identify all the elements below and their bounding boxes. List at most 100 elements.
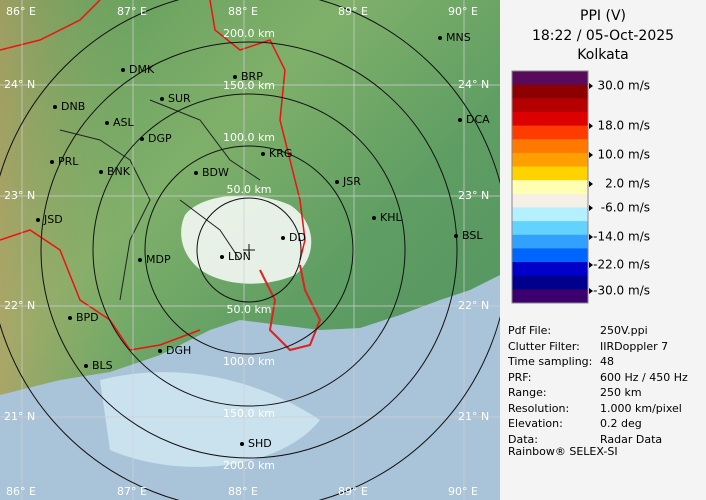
city-label: BSL xyxy=(462,229,483,242)
range-rings xyxy=(0,0,500,500)
city-label: KRG xyxy=(269,147,292,160)
city-marker xyxy=(220,255,224,259)
city-label: BDW xyxy=(202,166,229,179)
scale-label: -30.0 m/s xyxy=(593,284,650,298)
info-row: Pdf File: 250V.ppi xyxy=(508,324,648,337)
info-key: Range: xyxy=(508,386,547,399)
color-band xyxy=(512,221,588,236)
radar-echo xyxy=(181,195,312,284)
info-key: Data: xyxy=(508,432,538,446)
color-scale: 30.0 m/s 18.0 m/s 10.0 m/s 2.0 m/s -6.0 m/s -… xyxy=(511,70,650,304)
color-band xyxy=(512,248,588,263)
longitude-label: 86° E xyxy=(6,5,36,18)
station-name: Kolkata xyxy=(577,47,629,63)
latitude-label: 21° N xyxy=(4,410,35,423)
scale-arrow xyxy=(589,123,593,129)
info-row: Data: Radar Data xyxy=(508,432,662,446)
city-marker xyxy=(240,442,244,446)
scale-arrow xyxy=(589,262,593,268)
city-marker xyxy=(438,36,442,40)
longitude-label: 90° E xyxy=(448,485,478,498)
scale-label: -22.0 m/s xyxy=(593,258,650,272)
latitude-label: 22° N xyxy=(4,299,35,312)
city-label: JSD xyxy=(43,213,63,226)
info-row: Elevation: 0.2 deg xyxy=(508,417,642,430)
city-label: BNK xyxy=(107,165,131,178)
range-ring xyxy=(40,41,458,459)
info-value: IIRDoppler 7 xyxy=(600,339,669,353)
color-band xyxy=(512,125,588,140)
color-band xyxy=(512,234,588,249)
city-marker xyxy=(335,180,339,184)
city-marker xyxy=(84,364,88,368)
city-marker xyxy=(160,97,164,101)
city-marker xyxy=(372,216,376,220)
info-key: Clutter Filter: xyxy=(508,339,580,353)
latitude-label: 21° N xyxy=(458,410,489,423)
latitude-label: 24° N xyxy=(458,78,489,91)
scan-time: 18:22 / 05-Oct-2025 xyxy=(531,28,675,44)
range-ring xyxy=(144,145,354,355)
city-label: LDN xyxy=(228,250,251,263)
longitude-label: 86° E xyxy=(6,485,36,498)
info-row: Clutter Filter: IIRDoppler 7 xyxy=(508,339,668,353)
city-marker xyxy=(121,68,125,72)
info-key: Time sampling: xyxy=(508,355,593,368)
longitude-label: 90° E xyxy=(448,5,478,18)
city-marker xyxy=(68,316,72,320)
city-label: MDP xyxy=(146,253,171,266)
range-ring xyxy=(92,93,406,407)
range-label: 100.0 km xyxy=(223,355,275,368)
range-label: 50.0 km xyxy=(226,303,271,316)
city-marker xyxy=(138,258,142,262)
range-label: 200.0 km xyxy=(223,27,275,40)
info-value: 600 Hz / 450 Hz xyxy=(600,370,688,384)
info-key: PRF: xyxy=(508,370,532,384)
latitude-label: 23° N xyxy=(4,189,35,202)
range-label: 100.0 km xyxy=(223,131,275,144)
color-band xyxy=(512,98,588,113)
range-label: 50.0 km xyxy=(226,183,271,196)
city-marker xyxy=(194,171,198,175)
scale-arrow xyxy=(589,234,593,240)
longitude-label: 87° E xyxy=(117,485,147,498)
range-label: 150.0 km xyxy=(223,407,275,420)
city-label: BLS xyxy=(92,359,113,372)
scale-label: -14.0 m/s xyxy=(593,230,650,244)
delta-rivers xyxy=(259,264,322,352)
info-row: Range: 250 km xyxy=(508,386,642,399)
color-band xyxy=(512,84,588,99)
scale-arrow xyxy=(589,83,593,89)
info-value: 250 km xyxy=(600,386,642,399)
city-marker xyxy=(458,118,462,122)
range-ring xyxy=(196,197,302,303)
scale-arrow xyxy=(589,205,593,211)
scale-label: 18.0 m/s xyxy=(597,119,650,133)
crosshair xyxy=(243,244,255,256)
info-value: 1.000 km/pixel xyxy=(600,401,682,415)
city-marker xyxy=(36,218,40,222)
color-band xyxy=(512,111,588,127)
city-label: SHD xyxy=(248,437,272,450)
city-label: BRP xyxy=(241,70,263,83)
longitude-label: 89° E xyxy=(338,5,368,18)
city-marker xyxy=(50,160,54,164)
city-marker xyxy=(105,121,109,125)
highlands xyxy=(0,0,140,420)
scale-arrow xyxy=(589,181,593,187)
product-name: PPI (V) xyxy=(580,8,626,24)
color-band xyxy=(512,289,588,304)
longitude-label: 88° E xyxy=(228,5,258,18)
info-row: Resolution: 1.000 km/pixel xyxy=(508,402,682,415)
sea-echo xyxy=(100,372,320,467)
city-marker xyxy=(233,75,237,79)
info-value: Radar Data xyxy=(600,432,663,446)
footer: Rainbow® SELEX-SI xyxy=(508,445,618,458)
color-bar-frame xyxy=(511,70,589,304)
city-marker xyxy=(140,137,144,141)
city-marker xyxy=(158,349,162,353)
city-label: KHL xyxy=(380,211,402,224)
color-band xyxy=(512,71,588,86)
color-band xyxy=(512,262,588,277)
info-value: 0.2 deg xyxy=(600,417,642,430)
